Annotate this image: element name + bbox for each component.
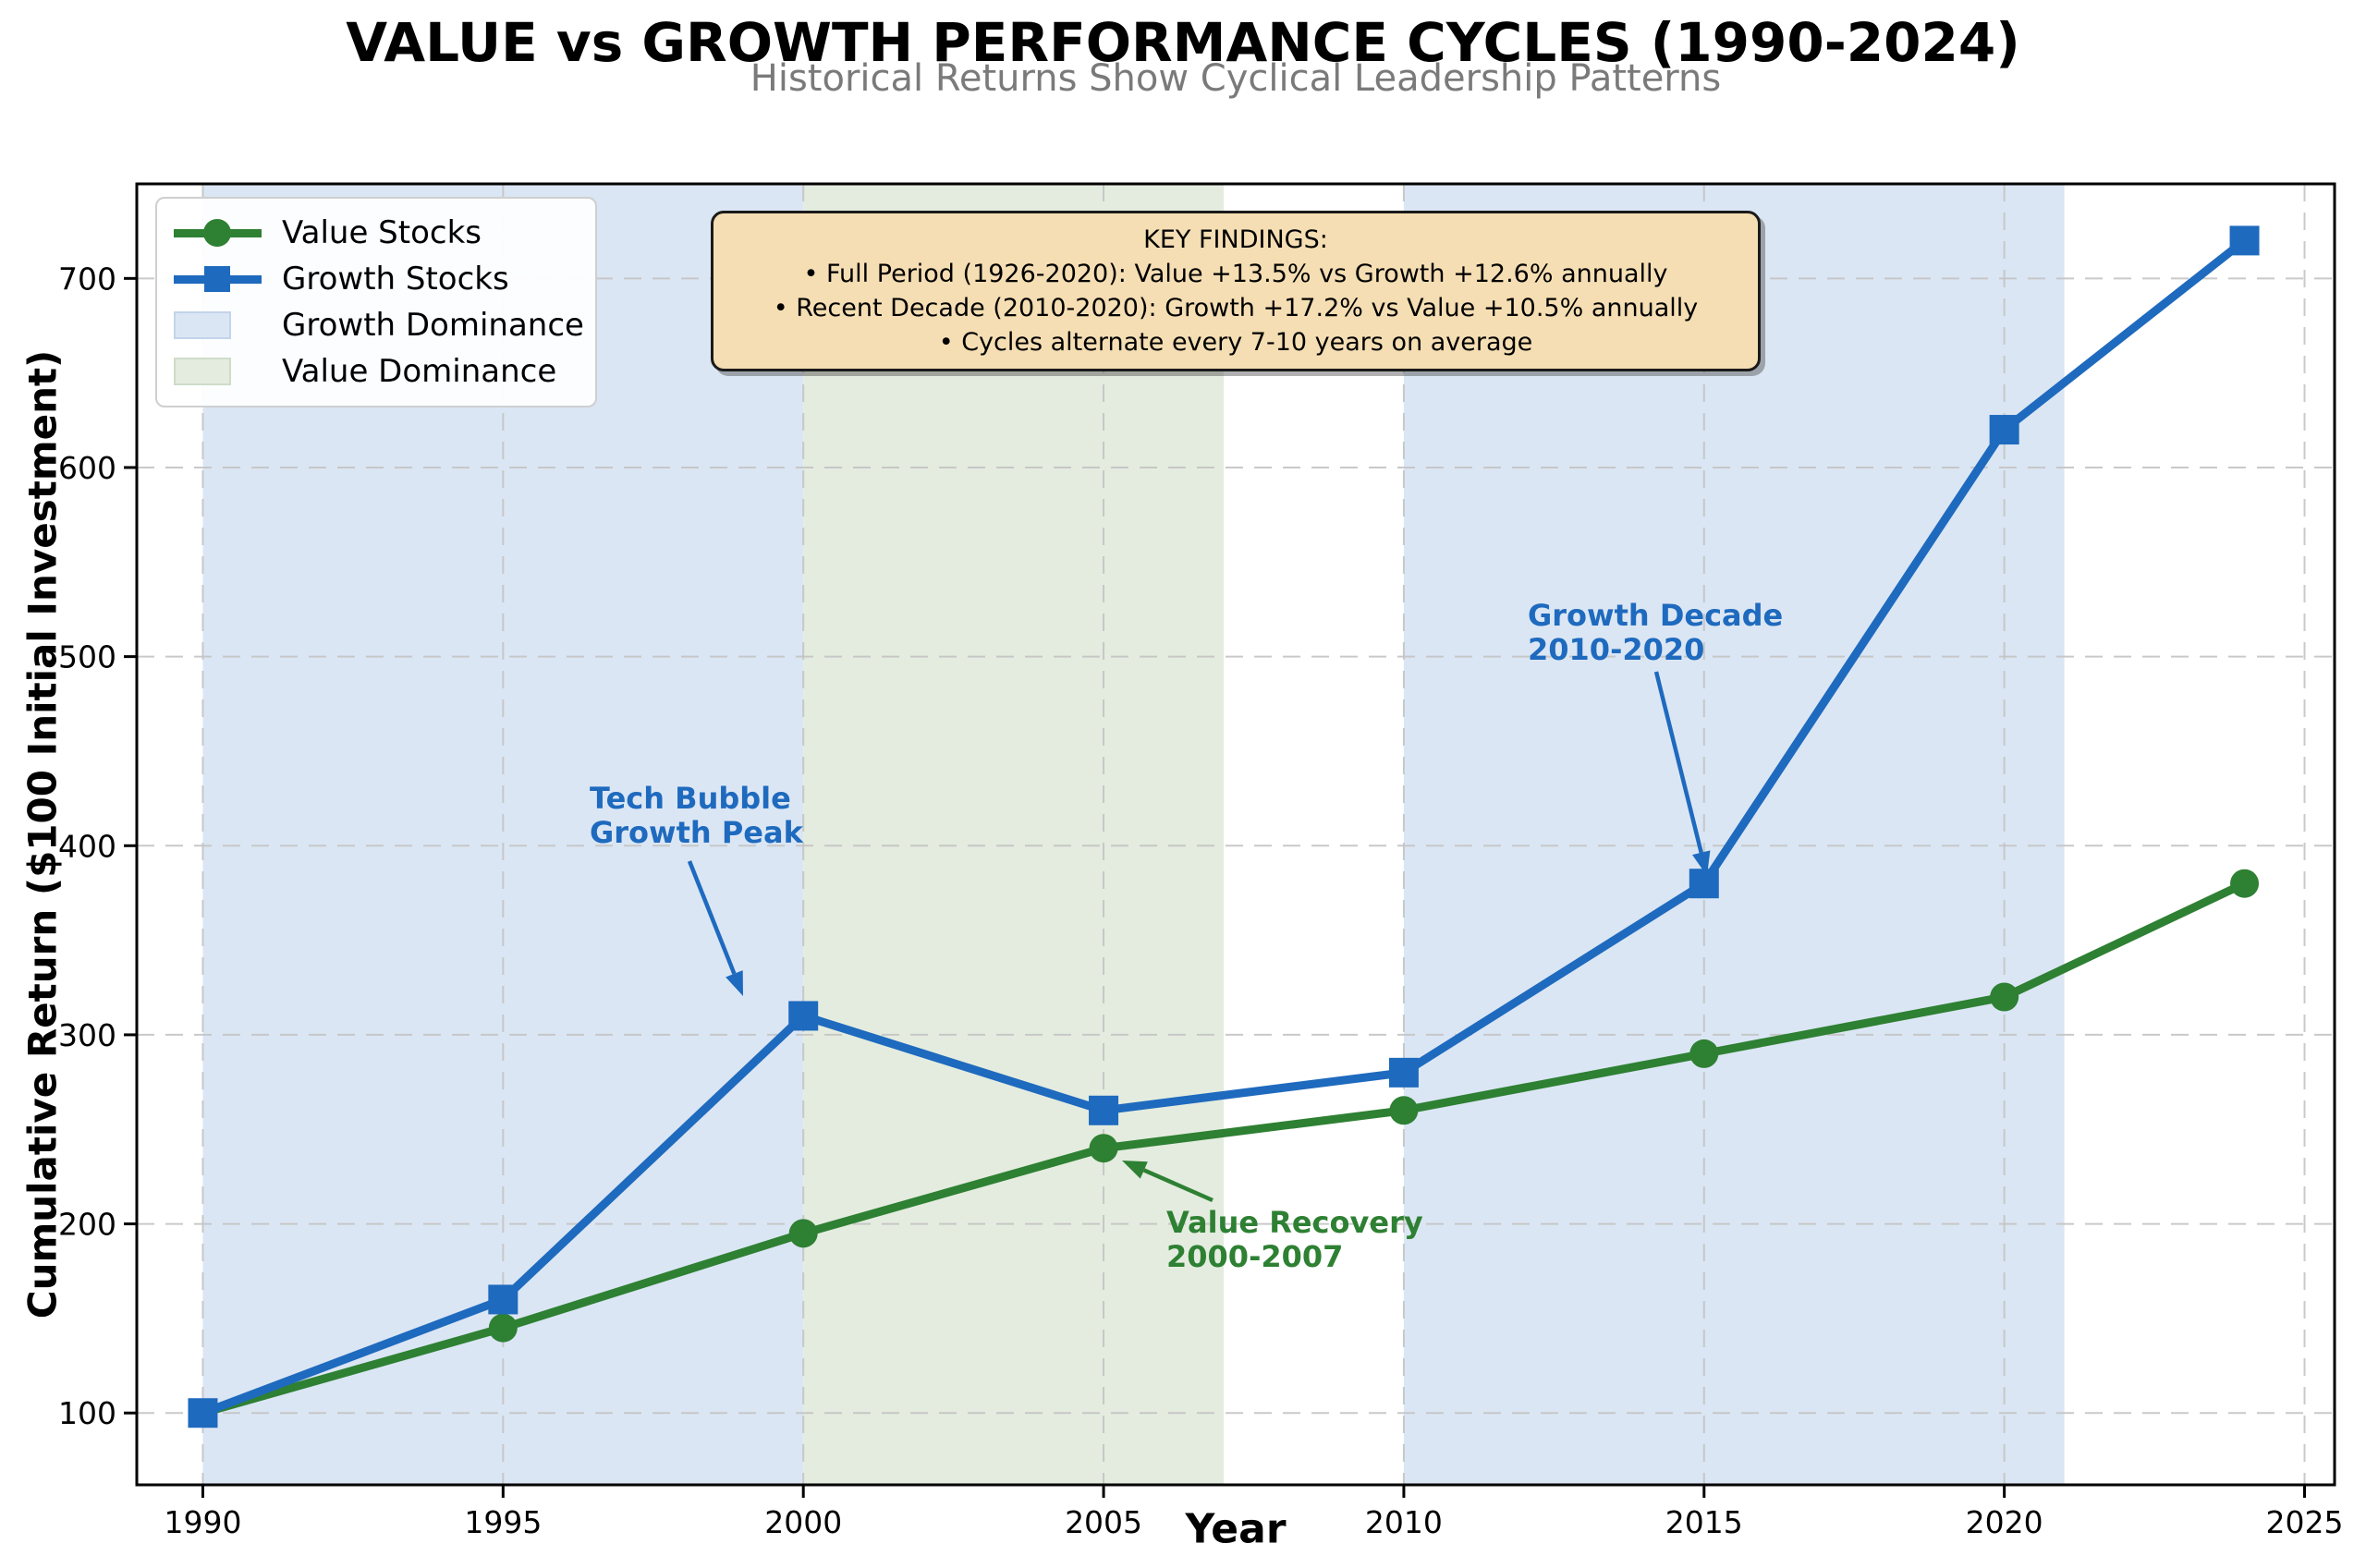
growth-marker [1388, 1057, 1419, 1088]
x-tick-label: 2000 [764, 1504, 842, 1540]
y-tick-label: 400 [58, 828, 116, 864]
growth-marker [2229, 225, 2260, 256]
value-marker [1089, 1134, 1118, 1163]
annotation-arrowhead [1122, 1161, 1148, 1179]
annotation-arrowhead [1692, 850, 1711, 876]
growth-marker [1689, 869, 1719, 899]
value-dominance-patch-icon [174, 355, 262, 388]
value-marker [1990, 982, 2019, 1012]
legend-label: Growth Dominance [282, 307, 584, 344]
legend-item-value-dominance: Value Dominance [174, 348, 579, 395]
key-findings-box: KEY FINDINGS: • Full Period (1926-2020):… [711, 211, 1761, 371]
annotation-growth-decade: Growth Decade 2010-2020 [1528, 599, 1783, 667]
legend-item-value-stocks: Value Stocks [174, 210, 579, 256]
growth-dominance-patch-icon [174, 309, 262, 342]
annotation-arrow [1142, 1168, 1213, 1203]
legend-item-growth-stocks: Growth Stocks [174, 256, 579, 302]
x-tick-label: 2015 [1665, 1504, 1743, 1540]
y-tick-label: 200 [58, 1207, 116, 1243]
value-marker [1389, 1096, 1419, 1125]
y-tick-label: 100 [58, 1395, 116, 1431]
y-tick-label: 500 [58, 639, 116, 675]
legend-label: Value Stocks [282, 214, 482, 251]
dominance-band [803, 184, 1225, 1485]
annotation-line: 2000-2007 [1166, 1239, 1344, 1274]
annotation-line: Growth Decade [1528, 598, 1784, 633]
legend-label: Value Dominance [282, 353, 557, 390]
annotation-line: Value Recovery [1166, 1205, 1423, 1240]
value-stocks-line-marker-icon [174, 216, 262, 249]
growth-marker [1089, 1095, 1119, 1125]
key-findings-bullet: • Cycles alternate every 7-10 years on a… [938, 328, 1533, 357]
annotation-tech-bubble: Tech Bubble Growth Peak [590, 782, 803, 850]
annotation-arrow [1653, 671, 1703, 854]
chart-subtitle: Historical Returns Show Cyclical Leaders… [750, 57, 1722, 100]
key-findings-bullet: • Full Period (1926-2020): Value +13.5% … [803, 260, 1668, 288]
legend: Value Stocks Growth Stocks Growth Domina… [155, 197, 597, 407]
value-marker [2230, 869, 2260, 898]
legend-label: Growth Stocks [282, 261, 509, 298]
growth-marker [788, 1001, 819, 1031]
annotation-value-recovery: Value Recovery 2000-2007 [1166, 1206, 1423, 1274]
annotation-line: Growth Peak [590, 815, 803, 850]
plot-border [135, 182, 2336, 1487]
value-marker [1689, 1039, 1719, 1068]
legend-item-growth-dominance: Growth Dominance [174, 302, 584, 348]
annotation-arrowhead [726, 970, 743, 996]
value-marker [488, 1313, 518, 1343]
growth-marker [488, 1284, 518, 1315]
annotation-line: 2010-2020 [1528, 632, 1705, 667]
annotation-line: Tech Bubble [590, 781, 791, 816]
y-tick-label: 600 [58, 450, 116, 486]
x-tick-label: 1990 [164, 1504, 241, 1540]
value-line [198, 879, 2250, 1417]
y-tick-label: 300 [58, 1017, 116, 1053]
x-tick-label: 2005 [1065, 1504, 1142, 1540]
chart-title: VALUE vs GROWTH PERFORMANCE CYCLES (1990… [346, 11, 2020, 74]
growth-stocks-line-marker-icon [174, 262, 262, 296]
growth-marker [188, 1398, 218, 1428]
annotation-arrow [687, 860, 737, 975]
key-findings-bullet: • Recent Decade (2010-2020): Growth +17.… [773, 294, 1699, 322]
x-tick-label: 2020 [1966, 1504, 2043, 1540]
x-tick-label: 2010 [1365, 1504, 1443, 1540]
x-tick-label: 1995 [464, 1504, 542, 1540]
value-marker [788, 1219, 818, 1248]
growth-line [198, 236, 2250, 1417]
key-findings-heading: KEY FINDINGS: [1143, 225, 1328, 254]
x-axis-title: Year [1185, 1505, 1287, 1553]
y-tick-label: 700 [58, 261, 116, 297]
growth-marker [1989, 415, 2019, 445]
x-tick-label: 2025 [2266, 1504, 2344, 1540]
